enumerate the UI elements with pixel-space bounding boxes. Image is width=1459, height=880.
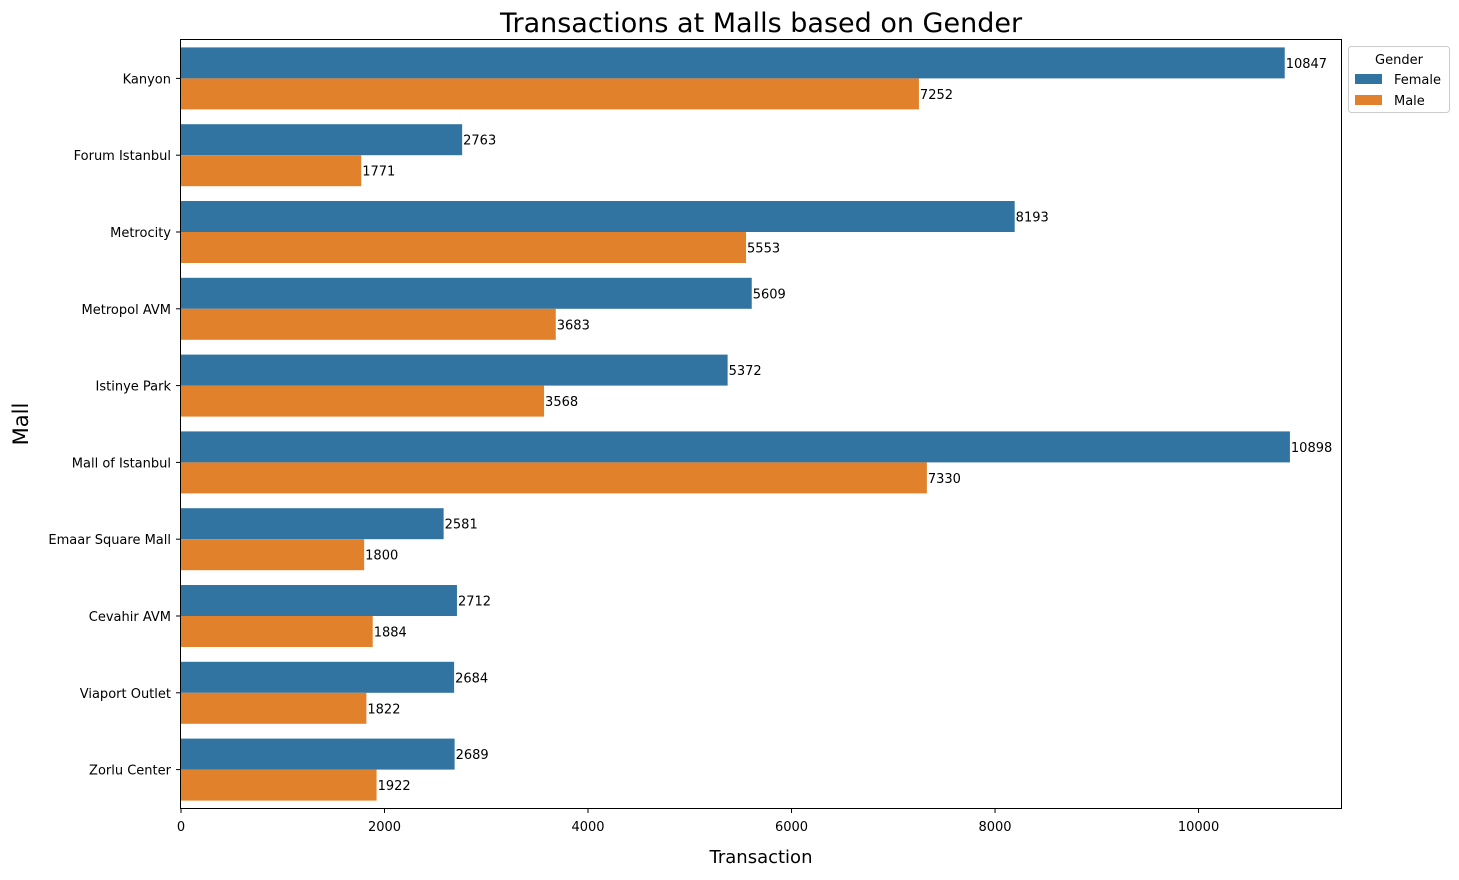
data-label: 7330 xyxy=(928,472,961,487)
x-tick-label: 6000 xyxy=(775,820,808,835)
bar-male xyxy=(181,539,365,571)
data-label: 5372 xyxy=(729,364,762,379)
legend-items: Female Male xyxy=(1355,73,1441,109)
data-label: 10847 xyxy=(1286,57,1327,72)
legend-title: Gender xyxy=(1375,53,1424,68)
bar-male xyxy=(181,155,362,187)
data-label: 3683 xyxy=(557,318,590,333)
data-label: 5553 xyxy=(747,242,780,257)
y-axis-label: Mall xyxy=(9,403,33,446)
bar-female xyxy=(181,661,455,693)
legend: Gender Female Male xyxy=(1348,46,1450,113)
y-tick-label: Viaport Outlet xyxy=(80,687,171,702)
x-axis: 0 2000 4000 6000 8000 10000 xyxy=(177,808,1219,835)
x-tick-label: 2000 xyxy=(368,820,401,835)
legend-label: Female xyxy=(1394,73,1441,88)
y-tick-label: Istinye Park xyxy=(96,380,172,395)
bars-layer xyxy=(181,47,1290,801)
y-tick-label: Metrocity xyxy=(110,226,171,241)
bar-female xyxy=(181,738,455,770)
y-tick-label: Zorlu Center xyxy=(89,764,172,779)
y-tick-label: Emaar Square Mall xyxy=(48,533,171,548)
data-label: 1800 xyxy=(365,549,398,564)
y-tick-label: Cevahir AVM xyxy=(89,610,171,625)
bar-female xyxy=(181,277,752,309)
bar-female xyxy=(181,47,1285,79)
bar-male xyxy=(181,308,556,340)
bar-male xyxy=(181,616,373,647)
data-label: 3568 xyxy=(545,395,578,410)
bar-male xyxy=(181,462,927,494)
bar-female xyxy=(181,124,463,156)
y-tick-label: Metropol AVM xyxy=(82,303,171,318)
bar-female xyxy=(181,354,728,386)
data-label: 7252 xyxy=(920,88,953,103)
x-axis-label: Transaction xyxy=(709,847,813,868)
bar-female xyxy=(181,431,1290,463)
bar-female xyxy=(181,201,1015,232)
bar-female xyxy=(181,508,444,540)
chart-title: Transactions at Malls based on Gender xyxy=(499,8,1023,39)
plot-frame xyxy=(180,39,1342,809)
data-label: 2712 xyxy=(458,595,491,610)
data-label: 1822 xyxy=(367,702,400,717)
y-tick-label: Forum Istanbul xyxy=(74,149,171,164)
bar-male xyxy=(181,769,377,801)
data-label: 8193 xyxy=(1016,211,1049,226)
data-label: 2581 xyxy=(445,518,478,533)
data-labels-layer: 10847 7252 2763 1771 8193 5553 5609 3683 5372 356… xyxy=(362,57,1332,794)
x-tick-label: 10000 xyxy=(1178,820,1219,835)
data-label: 2763 xyxy=(463,134,496,149)
legend-swatch xyxy=(1355,74,1382,84)
bar-female xyxy=(181,585,457,616)
data-label: 2684 xyxy=(455,671,488,686)
x-tick-label: 0 xyxy=(177,820,185,835)
bar-male xyxy=(181,232,747,263)
data-label: 1922 xyxy=(378,779,411,794)
y-tick-label: Mall of Istanbul xyxy=(72,456,171,471)
data-label: 2689 xyxy=(456,748,489,763)
bar-male xyxy=(181,692,367,724)
x-tick-label: 4000 xyxy=(571,820,604,835)
data-label: 1771 xyxy=(362,165,395,180)
x-tick-label: 8000 xyxy=(978,820,1011,835)
y-tick-label: Kanyon xyxy=(123,72,171,87)
legend-swatch xyxy=(1355,95,1382,105)
legend-label: Male xyxy=(1394,94,1425,109)
y-axis: Kanyon Forum Istanbul Metrocity Metropol AV… xyxy=(48,72,181,779)
bar-male xyxy=(181,385,545,417)
bar-male xyxy=(181,78,919,110)
data-label: 10898 xyxy=(1291,441,1332,456)
data-label: 5609 xyxy=(753,287,786,302)
data-label: 1884 xyxy=(374,626,407,641)
